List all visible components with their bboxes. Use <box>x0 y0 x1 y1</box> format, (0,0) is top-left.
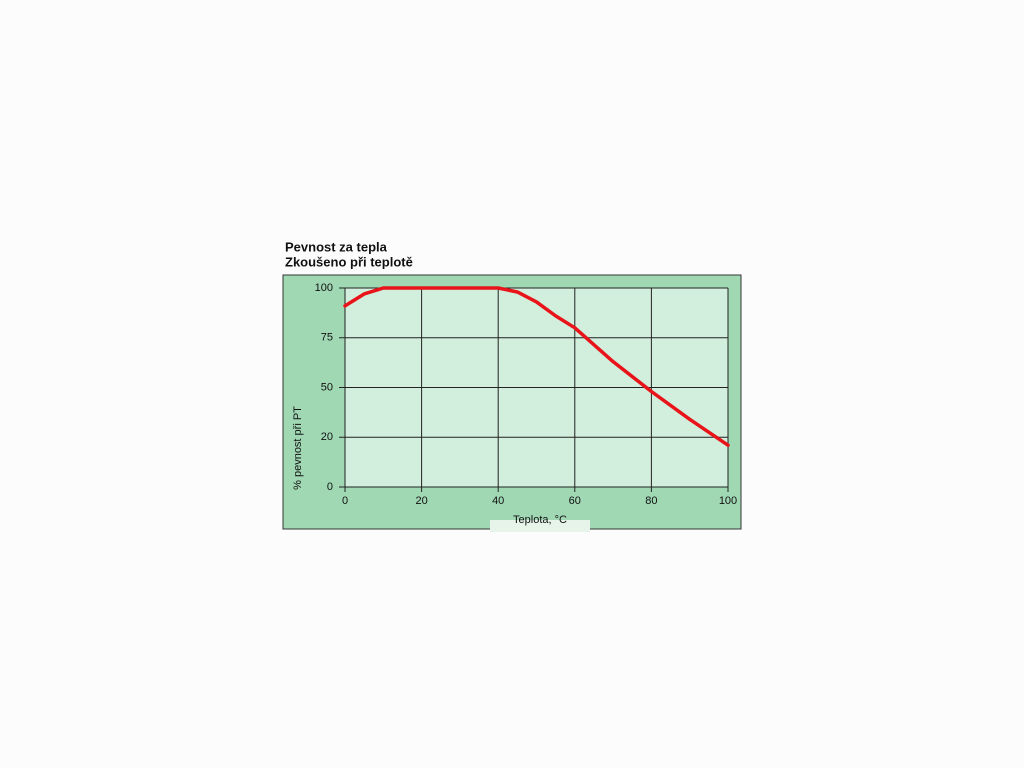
x-tick-label: 80 <box>645 495 657 507</box>
x-label-box <box>490 520 590 532</box>
y-tick-label: 100 <box>315 282 333 294</box>
x-tick-label: 0 <box>342 495 348 507</box>
x-axis-label: Teplota, °C <box>513 514 567 526</box>
data-line <box>343 286 730 447</box>
y-tick-label: 0 <box>327 481 333 493</box>
y-tick-label: 20 <box>321 431 333 443</box>
y-tick-label: 50 <box>321 381 333 393</box>
x-tick-label: 20 <box>415 495 427 507</box>
x-tick-label: 40 <box>492 495 504 507</box>
y-axis-label: % pevnost při PT <box>292 406 304 490</box>
chart-title: Pevnost za tepla <box>285 239 388 254</box>
x-tick-label: 100 <box>719 495 737 507</box>
chart-subtitle: Zkoušeno při teplotě <box>285 254 413 269</box>
y-tick-label: 75 <box>321 332 333 344</box>
x-tick-label: 60 <box>569 495 581 507</box>
